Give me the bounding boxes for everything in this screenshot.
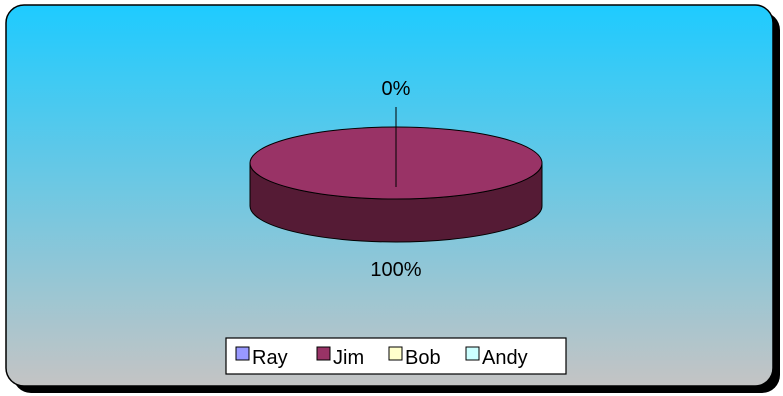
pie-group: [249, 107, 543, 243]
legend-label-ray[interactable]: Ray: [252, 347, 288, 369]
legend-swatch-ray[interactable]: [235, 346, 250, 361]
legend-swatch-bob[interactable]: [388, 346, 403, 361]
legend-label-andy[interactable]: Andy: [482, 347, 528, 369]
legend-label-jim[interactable]: Jim: [333, 347, 364, 369]
data-label-ray: 0%: [382, 78, 411, 100]
legend-swatch-jim[interactable]: [316, 346, 331, 361]
legend-swatch-andy[interactable]: [465, 346, 480, 361]
legend-label-bob[interactable]: Bob: [405, 347, 441, 369]
legend: Ray Jim Bob Andy: [225, 337, 567, 375]
data-label-jim: 100%: [370, 259, 421, 281]
